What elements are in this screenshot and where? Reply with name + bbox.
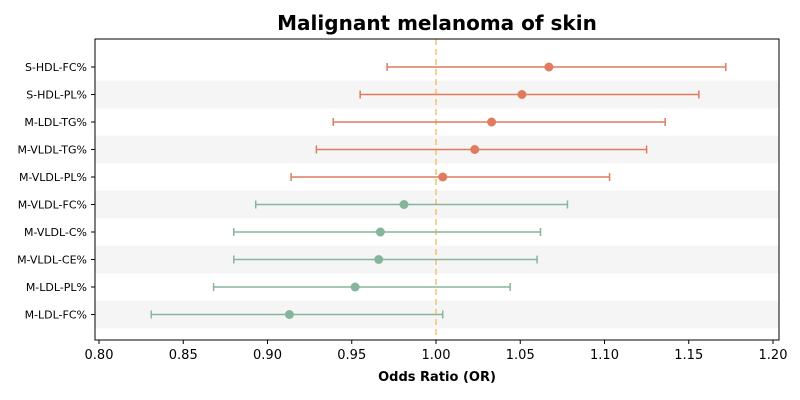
x-tick-label: 0.95 xyxy=(337,348,366,363)
x-axis-label: Odds Ratio (OR) xyxy=(378,370,496,385)
x-tick-label: 0.80 xyxy=(85,348,114,363)
y-tick-label: M-VLDL-CE% xyxy=(17,254,87,267)
y-axis: S-HDL-FC% S-HDL-PL% M-LDL-TG% M-VLDL-TG% M-V… xyxy=(17,61,95,322)
x-tick-label: 1.00 xyxy=(422,348,451,363)
x-tick-label: 1.05 xyxy=(506,348,535,363)
y-tick-label: M-VLDL-TG% xyxy=(17,144,87,157)
y-tick-label: M-VLDL-FC% xyxy=(18,199,87,212)
x-tick-label: 0.90 xyxy=(253,348,282,363)
y-tick-label: M-LDL-TG% xyxy=(24,116,87,129)
y-tick-label: M-VLDL-PL% xyxy=(19,171,87,184)
x-tick-label: 0.85 xyxy=(169,348,198,363)
x-axis: 0.80 0.85 0.90 0.95 1.00 1.05 1.10 1.15 1.20 xyxy=(85,340,788,363)
chart-title: Malignant melanoma of skin xyxy=(277,11,597,35)
y-tick-label: M-LDL-FC% xyxy=(25,309,87,322)
point-estimate xyxy=(399,200,409,209)
y-tick-label: S-HDL-PL% xyxy=(26,89,87,102)
point-estimate xyxy=(487,117,497,127)
point-estimate xyxy=(284,310,294,319)
point-estimate xyxy=(517,90,527,99)
plot-frame xyxy=(94,38,780,341)
x-tick-label: 1.20 xyxy=(759,348,788,363)
point-estimate xyxy=(350,282,360,292)
rows-group xyxy=(150,62,727,319)
y-tick-label: M-VLDL-C% xyxy=(24,226,87,239)
point-estimate xyxy=(544,62,554,72)
x-tick-label: 1.10 xyxy=(590,348,619,363)
point-estimate xyxy=(470,145,480,154)
point-estimate xyxy=(438,172,448,182)
y-tick-label: M-LDL-PL% xyxy=(26,281,87,294)
x-tick-label: 1.15 xyxy=(674,348,703,363)
y-tick-label: S-HDL-FC% xyxy=(25,61,87,74)
point-estimate xyxy=(374,255,384,264)
point-estimate xyxy=(375,227,385,237)
